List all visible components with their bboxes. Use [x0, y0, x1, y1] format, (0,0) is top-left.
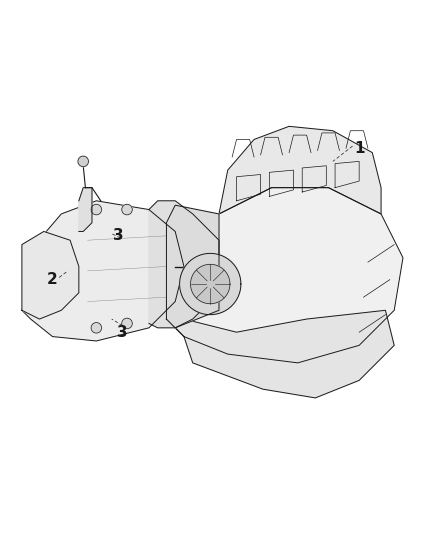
Circle shape: [91, 322, 102, 333]
Polygon shape: [79, 188, 92, 231]
Polygon shape: [219, 126, 381, 214]
Polygon shape: [149, 201, 219, 328]
Polygon shape: [22, 231, 79, 319]
Circle shape: [78, 156, 88, 167]
Polygon shape: [180, 253, 241, 314]
Circle shape: [91, 204, 102, 215]
Text: 3: 3: [117, 325, 128, 340]
Polygon shape: [166, 310, 394, 398]
Circle shape: [122, 318, 132, 329]
Polygon shape: [166, 188, 403, 363]
Polygon shape: [166, 205, 219, 328]
Text: 2: 2: [47, 272, 58, 287]
Text: 3: 3: [113, 228, 124, 244]
Polygon shape: [191, 264, 230, 304]
Text: 1: 1: [354, 141, 364, 156]
Polygon shape: [22, 201, 184, 341]
Circle shape: [122, 204, 132, 215]
